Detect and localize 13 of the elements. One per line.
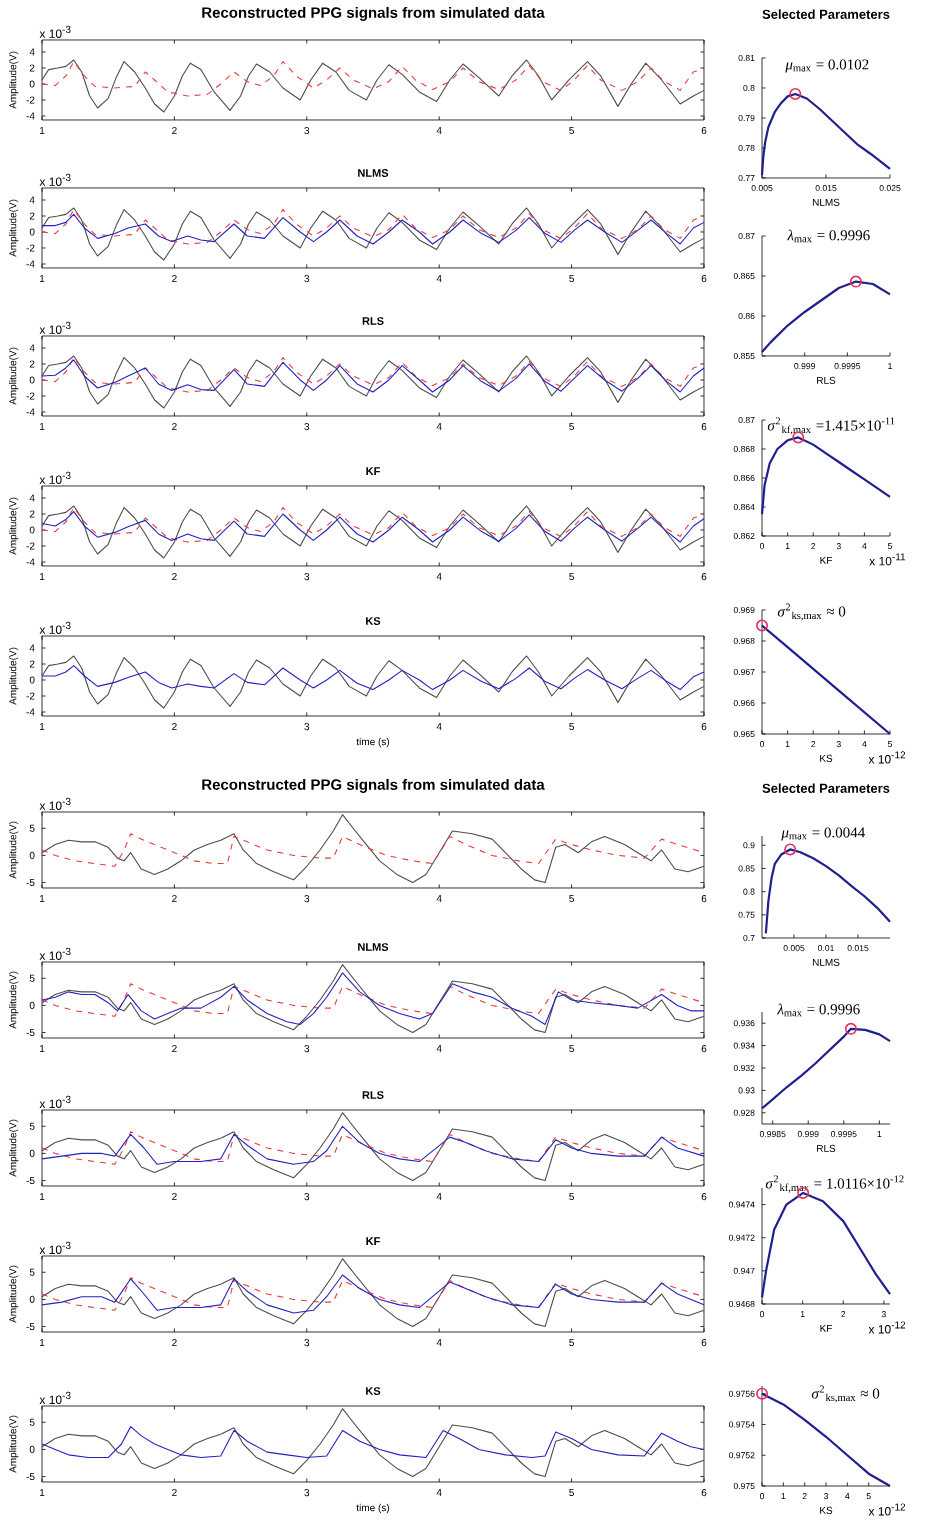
line-series — [760, 1392, 892, 1488]
line-series — [760, 436, 892, 516]
line-series — [41, 61, 705, 97]
line-series — [41, 505, 705, 559]
line-series — [41, 655, 705, 709]
line-series — [41, 355, 705, 409]
line-series — [41, 207, 705, 261]
line-series — [41, 59, 705, 113]
line-series — [41, 833, 705, 867]
line-series — [41, 1426, 705, 1459]
line-series — [41, 665, 705, 691]
line-series — [760, 1191, 892, 1299]
line-series — [41, 983, 705, 1017]
